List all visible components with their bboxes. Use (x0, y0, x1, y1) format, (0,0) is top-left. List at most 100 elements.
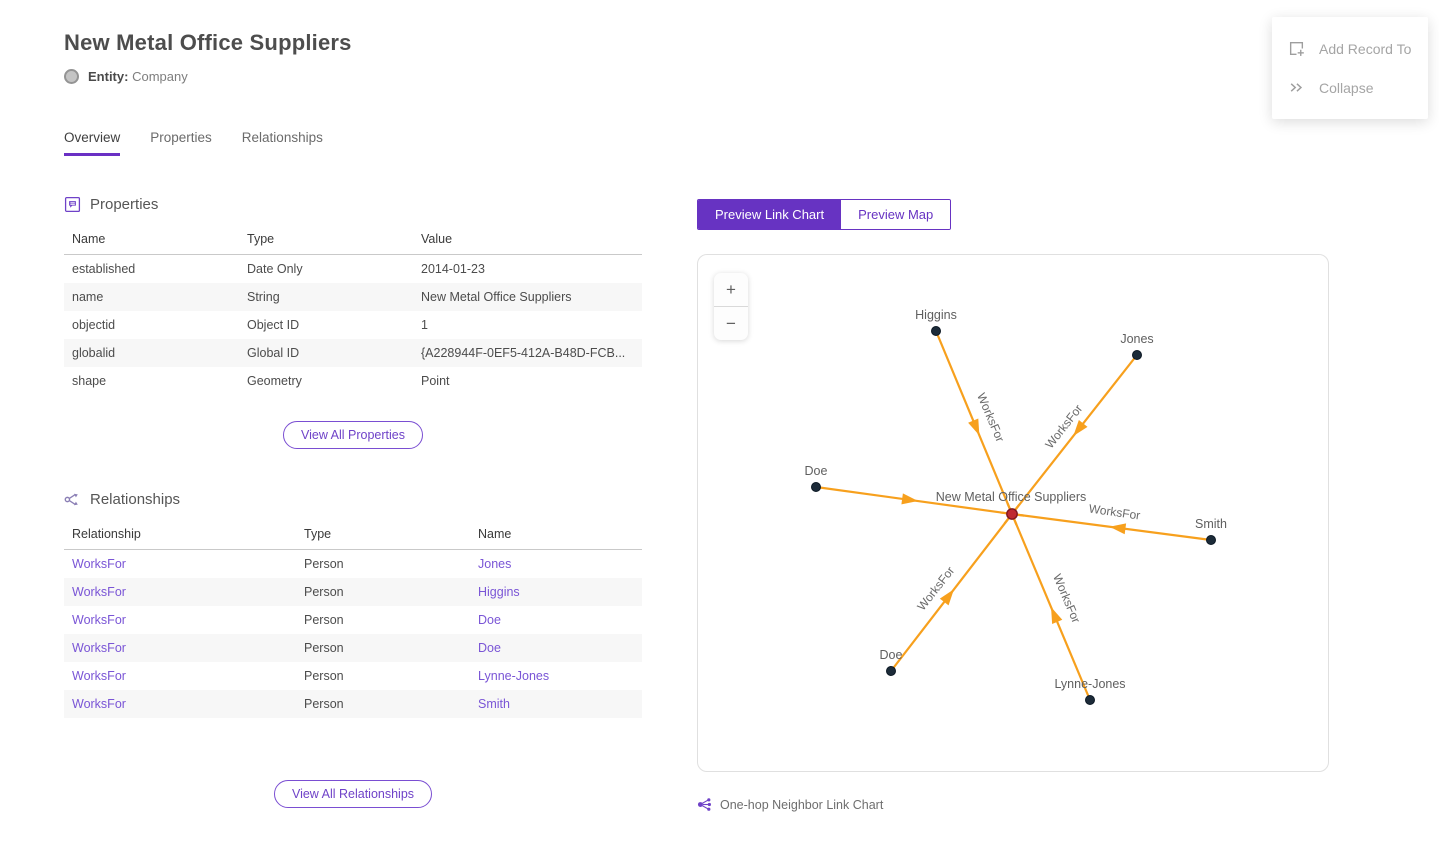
relationship-link[interactable]: WorksFor (72, 697, 126, 711)
add-record-to-menu-item[interactable]: Add Record To (1272, 29, 1428, 68)
properties-icon (64, 196, 81, 213)
related-entity-cell: Doe (470, 606, 642, 634)
relationship-link[interactable]: WorksFor (72, 641, 126, 655)
relationship-link[interactable]: WorksFor (72, 613, 126, 627)
entity-node[interactable] (1132, 350, 1142, 360)
node-label: Jones (1120, 332, 1153, 346)
relationships-section-heading: Relationships (64, 491, 642, 508)
entity-detail-panel: New Metal Office Suppliers Entity: Compa… (64, 30, 642, 808)
relationships-icon (64, 493, 78, 506)
related-entity-link[interactable]: Jones (478, 557, 512, 571)
property-value-cell: 2014-01-23 (421, 262, 485, 276)
relationship-cell: WorksFor (64, 662, 296, 690)
property-value-cell: {A228944F-0EF5-412A-B48D-FCB... (421, 346, 626, 360)
properties-header-row: Name Type Value (64, 225, 642, 255)
relationship-type-cell: Person (304, 613, 344, 627)
relationship-row: WorksFor Person Doe (64, 606, 642, 634)
col-rel-name: Name (470, 520, 642, 550)
property-type-cell: Global ID (247, 346, 300, 360)
property-name-cell: shape (72, 374, 107, 388)
edge-arrow-icon (939, 589, 954, 606)
relationship-type-cell: Person (304, 641, 344, 655)
relationship-type-cell: Person (304, 697, 344, 711)
tab-relationships[interactable]: Relationships (241, 130, 323, 145)
edge-line (999, 511, 1212, 542)
zoom-out-button[interactable]: − (714, 307, 748, 340)
entity-label: Entity: (88, 69, 129, 84)
edge-arrow-icon (1109, 523, 1127, 535)
property-name-cell: name (72, 290, 104, 304)
property-name-cell: objectid (72, 318, 116, 332)
col-name: Name (64, 225, 239, 255)
node-label: Higgins (915, 308, 957, 322)
property-name-cell: globalid (72, 346, 116, 360)
relationship-row: WorksFor Person Smith (64, 690, 642, 718)
entity-node[interactable] (1085, 695, 1095, 705)
col-value: Value (413, 225, 642, 255)
edge-line (1003, 354, 1138, 525)
zoom-divider (714, 306, 748, 307)
edge-arrow-icon (1051, 607, 1063, 624)
col-rel-type: Type (296, 520, 470, 550)
related-entity-link[interactable]: Higgins (478, 585, 520, 599)
add-record-to-label: Add Record To (1319, 40, 1412, 57)
edge-line (1006, 502, 1092, 701)
detail-tabs: Overview Properties Relationships (64, 130, 642, 156)
collapse-label: Collapse (1319, 79, 1374, 96)
view-all-relationships-button[interactable]: View All Relationships (273, 780, 433, 808)
relationship-cell: WorksFor (64, 550, 296, 579)
edge-arrow-icon (901, 493, 919, 505)
center-entity-node[interactable] (1006, 508, 1018, 520)
related-entity-cell: Smith (470, 690, 642, 718)
edge-arrow-icon (1073, 420, 1088, 437)
entity-node[interactable] (811, 482, 821, 492)
related-entity-link[interactable]: Lynne-Jones (478, 669, 550, 683)
entity-type-row: Entity: Company (64, 69, 642, 84)
view-all-properties-button[interactable]: View All Properties (283, 421, 423, 449)
edge-line (815, 485, 1025, 517)
relationship-type-cell: Person (304, 669, 344, 683)
entity-node[interactable] (931, 326, 941, 336)
tab-properties[interactable]: Properties (150, 130, 212, 145)
relationship-link[interactable]: WorksFor (72, 585, 126, 599)
link-chart-card: + − WorksFor WorksFor WorksFor WorksFor Work… (697, 254, 1329, 772)
property-name-cell: established (72, 262, 136, 276)
collapse-menu-item[interactable]: Collapse (1272, 68, 1428, 107)
edge-label: WorksFor (914, 564, 957, 613)
property-value-cell: Point (421, 374, 450, 388)
related-entity-cell: Doe (470, 634, 642, 662)
property-type-cell: Date Only (247, 262, 303, 276)
tab-overview[interactable]: Overview (64, 130, 121, 156)
chart-caption: One-hop Neighbor Link Chart (697, 797, 1329, 812)
record-context-menu: Add Record To Collapse (1272, 17, 1428, 119)
preview-map-button[interactable]: Preview Map (841, 200, 951, 229)
property-type-cell: Geometry (247, 374, 302, 388)
entity-type-value: Company (132, 69, 188, 84)
related-entity-link[interactable]: Doe (478, 613, 501, 627)
property-value-cell: 1 (421, 318, 428, 332)
col-type: Type (239, 225, 413, 255)
chart-zoom-control: + − (714, 273, 748, 340)
relationship-row: WorksFor Person Jones (64, 550, 642, 579)
node-label: Smith (1195, 517, 1227, 531)
relationship-link[interactable]: WorksFor (72, 557, 126, 571)
entity-node[interactable] (1206, 535, 1216, 545)
related-entity-link[interactable]: Smith (478, 697, 510, 711)
entity-node[interactable] (886, 666, 896, 676)
relationship-cell: WorksFor (64, 690, 296, 718)
property-row: shape Geometry Point (64, 367, 642, 395)
preview-link-chart-button[interactable]: Preview Link Chart (698, 200, 842, 229)
related-entity-link[interactable]: Doe (478, 641, 501, 655)
node-label: Doe (805, 464, 828, 478)
entity-symbol-icon (64, 69, 79, 84)
zoom-in-button[interactable]: + (714, 273, 748, 306)
related-entity-cell: Higgins (470, 578, 642, 606)
relationships-heading-label: Relationships (90, 491, 181, 508)
link-chart-icon (697, 798, 711, 811)
relationship-link[interactable]: WorksFor (72, 669, 126, 683)
property-row: established Date Only 2014-01-23 (64, 255, 642, 284)
preview-toggle: Preview Link Chart Preview Map (697, 199, 952, 230)
edge-label: WorksFor (1088, 502, 1141, 523)
related-entity-cell: Jones (470, 550, 642, 579)
